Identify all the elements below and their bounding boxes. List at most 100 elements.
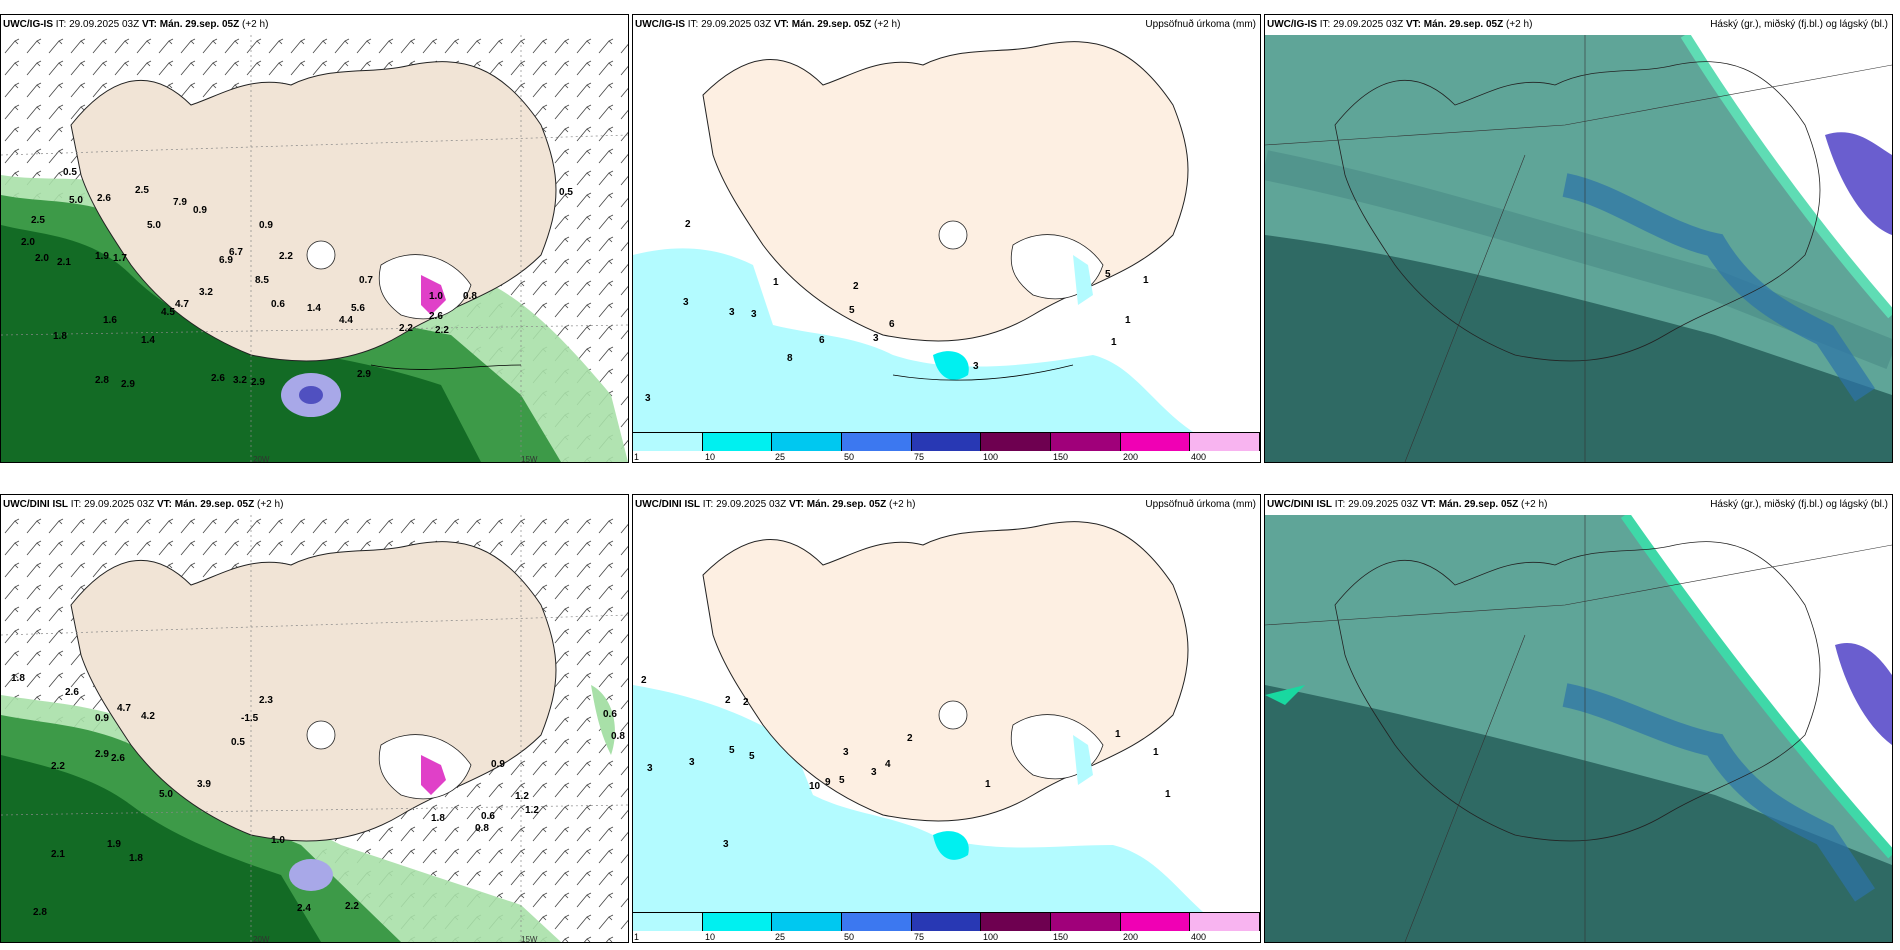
tick-label: 50 (844, 932, 855, 942)
swatch (633, 913, 703, 931)
tick-label: 75 (914, 452, 925, 462)
iceland-wind-map (1, 35, 628, 462)
value-label: 0.7 (359, 275, 373, 286)
value-label: 0.8 (475, 823, 489, 834)
map-area (1265, 35, 1892, 462)
value-label: 7.9 (173, 197, 187, 208)
value-label: 0.8 (611, 731, 625, 742)
value-label: 1.2 (525, 805, 539, 816)
value-label: 1.0 (271, 835, 285, 846)
tick-label: 100 (983, 932, 999, 942)
map-area (1, 515, 628, 942)
panel-title-right: Uppsöfnuð úrkoma (mm) (1145, 499, 1256, 510)
value-label: 2.9 (95, 749, 109, 760)
value-label: 1.8 (129, 853, 143, 864)
value-label: 2.1 (57, 257, 71, 268)
value-label: 0.6 (271, 299, 285, 310)
value-label: 2.9 (121, 379, 135, 390)
value-label: 1.8 (431, 813, 445, 824)
panel-header: UWC/DINI ISL IT: 29.09.2025 03Z VT: Mán.… (1267, 499, 1548, 510)
swatch (1190, 433, 1260, 451)
value-label: 2.2 (51, 761, 65, 772)
value-label: 2.6 (97, 193, 111, 204)
value-label: 2.6 (65, 687, 79, 698)
value-label: 0.9 (193, 205, 207, 216)
swatch (633, 433, 703, 451)
value-label: 1.4 (307, 303, 321, 314)
value-label: 2.2 (399, 323, 413, 334)
swatch (1190, 913, 1260, 931)
value-label: 1 (1111, 337, 1117, 348)
swatch (981, 913, 1052, 931)
swatch (1051, 913, 1121, 931)
value-label: 10 (809, 781, 821, 792)
tick-label: 1 (634, 932, 640, 942)
swatch (911, 433, 982, 451)
value-label: 1.4 (141, 335, 155, 346)
tick-label: 1 (634, 452, 640, 462)
value-label: 2.2 (435, 325, 449, 336)
panel-bottom-right-clouds: UWC/DINI ISL IT: 29.09.2025 03Z VT: Mán.… (1264, 494, 1893, 943)
swatch (842, 433, 912, 451)
tick-label: 200 (1123, 932, 1139, 942)
value-label: 2.8 (95, 375, 109, 386)
value-label: 1.2 (515, 791, 529, 802)
value-label: 4 (885, 759, 891, 770)
panel-top-left-wind: UWC/IG-IS IT: 29.09.2025 03Z VT: Mán. 29… (0, 14, 629, 463)
value-label: 2.5 (135, 185, 149, 196)
value-label: 5.0 (69, 195, 83, 206)
value-label: 1.8 (53, 331, 67, 342)
value-label: 3 (843, 747, 849, 758)
value-label: 3 (751, 309, 757, 320)
value-label: 0.9 (95, 713, 109, 724)
value-label: 3 (645, 393, 651, 404)
value-label: 2.1 (51, 849, 65, 860)
value-label: 1 (1143, 275, 1149, 286)
value-label: 6.7 (229, 247, 243, 258)
value-label: 3 (723, 839, 729, 850)
value-label: 4.7 (117, 703, 131, 714)
value-label: 0.6 (481, 811, 495, 822)
value-label: 2.4 (297, 903, 311, 914)
value-label: 0.5 (559, 187, 573, 198)
value-label: 3.2 (199, 287, 213, 298)
value-label: 2.2 (279, 251, 293, 262)
colorbar-ticks: 1 10 25 50 75 100 150 200 400 (633, 931, 1260, 942)
value-label: 3.2 (233, 375, 247, 386)
iceland-cloud-map (1265, 35, 1892, 462)
value-label: 2 (743, 697, 749, 708)
value-label: 0.9 (491, 759, 505, 770)
colorbar-ticks: 1 10 25 50 75 100 150 200 400 (633, 451, 1260, 462)
value-label: 5.0 (159, 789, 173, 800)
value-label: 2.6 (111, 753, 125, 764)
swatch (981, 433, 1052, 451)
value-label: 5 (839, 775, 845, 786)
colorbar: 1 10 25 50 75 100 150 200 400 (633, 432, 1260, 462)
colorbar-swatches (633, 912, 1260, 931)
value-label: -1.5 (241, 713, 259, 724)
value-label: 3 (729, 307, 735, 318)
value-label: 5 (749, 751, 755, 762)
value-label: 1.7 (113, 253, 127, 264)
value-label: 2.6 (429, 311, 443, 322)
panel-title-right: Háský (gr.), miðský (fj.bl.) og lágský (… (1710, 19, 1888, 30)
tick-label: 25 (775, 932, 786, 942)
tick-label: 25 (775, 452, 786, 462)
value-label: 2.5 (31, 215, 45, 226)
value-label: 1.8 (11, 673, 25, 684)
value-label: 1 (1115, 729, 1121, 740)
swatch (702, 433, 773, 451)
value-label: 3 (647, 763, 653, 774)
value-label: 3.9 (197, 779, 211, 790)
swatch (702, 913, 773, 931)
map-area (633, 515, 1260, 912)
swatch (911, 913, 982, 931)
axis-label: 15W (521, 935, 538, 943)
tick-label: 400 (1191, 452, 1207, 462)
value-label: 3 (973, 361, 979, 372)
value-label: 2 (685, 219, 691, 230)
panel-header: UWC/IG-IS IT: 29.09.2025 03Z VT: Mán. 29… (635, 19, 901, 30)
map-area (1, 35, 628, 462)
panel-top-middle-precip: UWC/IG-IS IT: 29.09.2025 03Z VT: Mán. 29… (632, 14, 1261, 463)
value-label: 0.8 (463, 291, 477, 302)
